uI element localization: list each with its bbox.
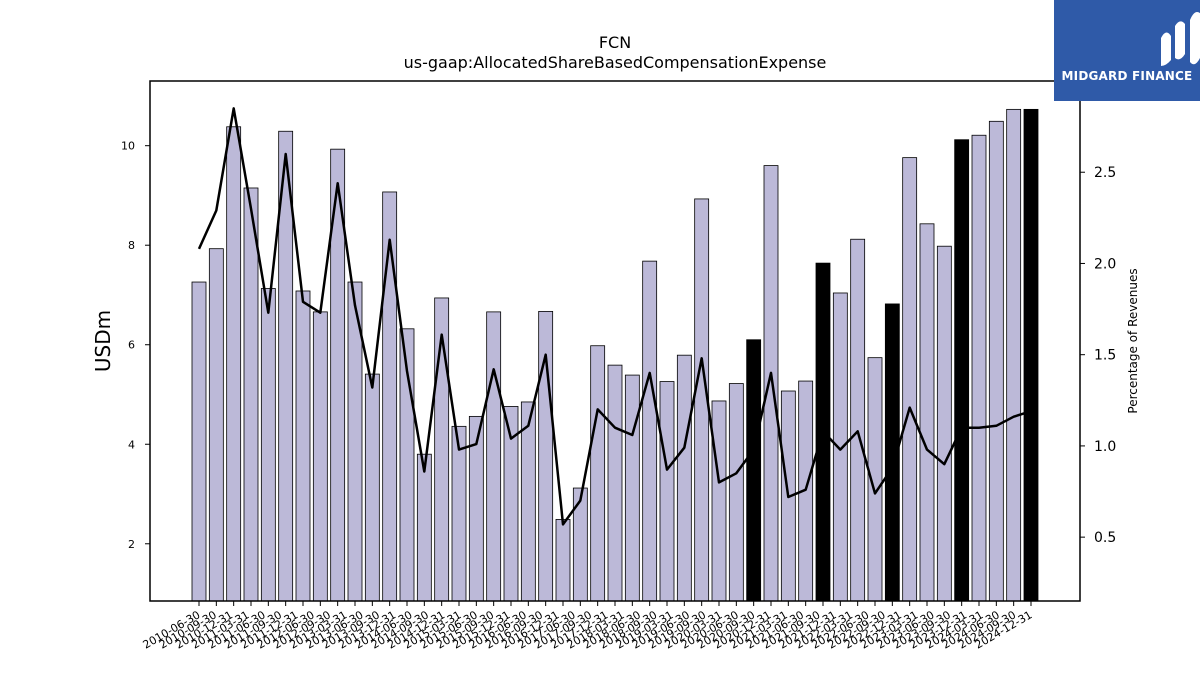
bar	[208, 248, 224, 602]
chart-title: FCN	[599, 33, 631, 52]
percentage-line	[197, 107, 1032, 526]
y-tick-label: 2	[128, 538, 135, 551]
bar	[936, 245, 952, 602]
bar	[382, 191, 398, 602]
bar	[763, 165, 779, 602]
brand-name: MIDGARD FINANCE	[1061, 69, 1193, 83]
bar	[850, 238, 866, 602]
bar	[954, 139, 970, 602]
bar	[642, 260, 658, 602]
bar	[676, 354, 692, 602]
y-tick-label: 4	[128, 438, 135, 451]
bar	[312, 311, 328, 602]
chart-subtitle: us-gaap:AllocatedShareBasedCompensationE…	[404, 53, 827, 72]
brand-logo: MIDGARD FINANCE	[1054, 0, 1200, 101]
bar-series	[191, 108, 1039, 602]
bar	[746, 339, 762, 602]
bar	[659, 381, 675, 602]
logo-mark-icon	[1161, 12, 1200, 66]
bar	[191, 281, 207, 602]
right-axis-ticks: 0.5 1.0 1.5 2.0 2.5	[1080, 165, 1116, 546]
bar	[416, 453, 432, 602]
x-axis-ticks: 2010-06-302010-09-302010-12-312011-03-31…	[141, 601, 1035, 652]
bar	[711, 400, 727, 602]
bar	[520, 401, 536, 602]
bar	[832, 292, 848, 602]
bar	[988, 120, 1004, 602]
bar	[1023, 108, 1039, 602]
bar	[1006, 108, 1022, 602]
bar	[728, 383, 744, 602]
bar	[451, 425, 467, 602]
bar	[226, 126, 242, 602]
y2-tick-label: 2.0	[1094, 256, 1116, 272]
y2-tick-label: 2.5	[1094, 165, 1116, 181]
bar	[971, 134, 987, 602]
y2-tick-label: 1.0	[1094, 439, 1116, 455]
y-tick-label: 10	[121, 140, 135, 153]
bar	[902, 157, 918, 602]
y-axis-label: USDm	[91, 310, 115, 372]
bar	[364, 373, 380, 602]
left-axis-ticks: 2 4 6 8 10	[121, 140, 150, 551]
bar	[607, 364, 623, 602]
bar	[624, 374, 640, 602]
bar	[243, 187, 259, 602]
y-tick-label: 8	[128, 239, 135, 252]
y2-tick-label: 0.5	[1094, 530, 1116, 546]
y2-tick-label: 1.5	[1094, 348, 1116, 364]
y-tick-label: 6	[128, 339, 135, 352]
bar	[486, 311, 502, 602]
y2-axis-label: Percentage of Revenues	[1126, 268, 1140, 413]
bar	[260, 288, 276, 602]
bar	[919, 223, 935, 602]
bar	[590, 345, 606, 602]
bar	[295, 290, 311, 602]
bar	[555, 518, 571, 602]
bar	[572, 487, 588, 602]
